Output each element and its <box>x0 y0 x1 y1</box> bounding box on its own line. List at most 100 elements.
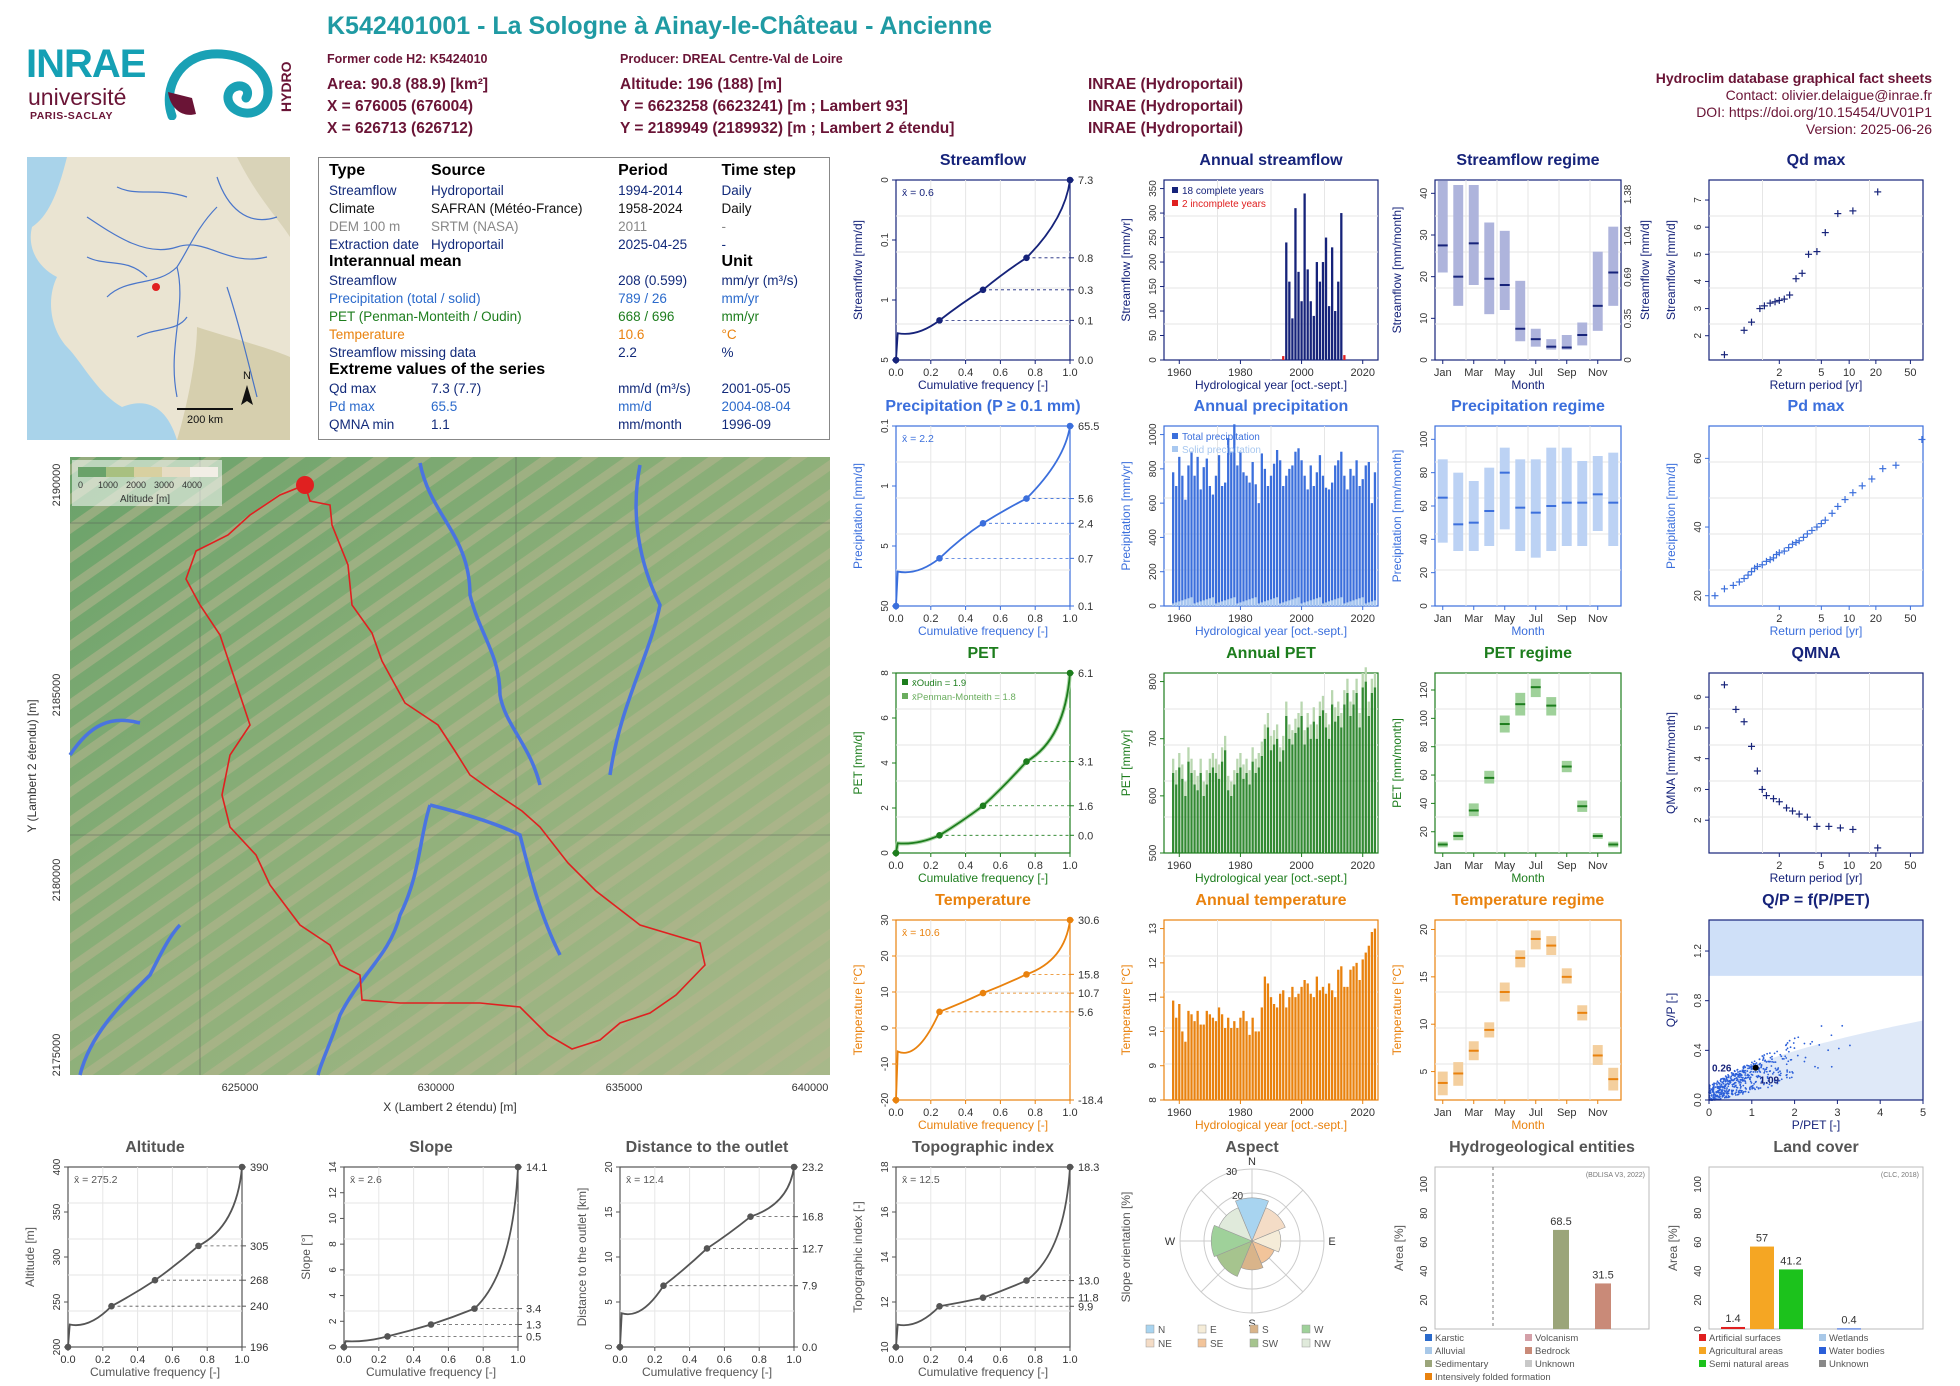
bar <box>1196 456 1199 606</box>
y-tick-label: 0.0 <box>1693 1093 1704 1107</box>
y-lambert2: Y = 2189949 (2189932) [m ; Lambert 2 éte… <box>620 120 955 137</box>
y-tick-label: 0.4 <box>1693 1043 1704 1057</box>
bar-penman <box>1315 724 1319 739</box>
y-tick-label: 60 <box>1693 1236 1704 1248</box>
qp-point <box>1765 1061 1768 1063</box>
bar <box>1248 482 1251 606</box>
x-tick-label: 0.0 <box>336 1354 351 1366</box>
bar <box>1300 301 1303 360</box>
x-axis-label: Cumulative frequency [-] <box>918 378 1048 392</box>
y-tick-label: 11 <box>1148 992 1159 1003</box>
qp-point <box>1769 1070 1772 1072</box>
qp-point <box>1732 1073 1735 1076</box>
bar <box>1223 482 1227 606</box>
qp-point <box>1785 1074 1788 1077</box>
y-axis-label: QMNA [mm/month] <box>1664 712 1678 814</box>
bar-solid <box>1327 601 1331 606</box>
legend-swatch <box>902 679 908 685</box>
bar <box>1370 503 1374 606</box>
y-tick-label: 12 <box>328 1187 339 1199</box>
qp-point <box>1754 1081 1757 1084</box>
y-tick-label: 15 <box>604 1206 615 1218</box>
bar-solid <box>1334 599 1337 606</box>
qp-point <box>1749 1078 1751 1081</box>
bar <box>1340 727 1343 853</box>
bar <box>1178 456 1181 606</box>
qp-point <box>1737 1080 1740 1083</box>
y-tick-label: 1.2 <box>1693 944 1704 958</box>
x-tick-label: Jul <box>1529 613 1543 625</box>
bar <box>1297 271 1300 360</box>
table-row: Streamflow missing data 2.2% <box>329 344 734 360</box>
qp-point <box>1786 1070 1789 1073</box>
qp-point <box>1754 1063 1757 1065</box>
bar <box>1355 962 1358 1100</box>
bar <box>1239 767 1242 853</box>
bar-penman <box>1358 713 1361 728</box>
bar-solid <box>1208 598 1212 606</box>
y-tick-label: 200 <box>1148 253 1159 270</box>
bar <box>1324 237 1328 360</box>
right-tick-label: 2.4 <box>1078 518 1093 530</box>
qp-point <box>1746 1074 1749 1077</box>
qp-mean-point <box>1752 1064 1759 1071</box>
qp-point <box>1724 1078 1726 1081</box>
y-tick-label: 0.1 <box>880 233 891 247</box>
bar <box>1230 795 1233 853</box>
bar-solid <box>1291 599 1294 606</box>
chart-title: Slope <box>409 1139 453 1156</box>
return-point <box>1760 302 1768 310</box>
return-point <box>1720 351 1728 359</box>
x-tick-label: 50 <box>1904 860 1916 872</box>
x-tick-label: 1980 <box>1228 860 1252 872</box>
table-row: QMNA min 1.1 mm/month 1996-09 <box>329 416 772 432</box>
bar-penman <box>1260 741 1263 756</box>
right-tick-label: 1.6 <box>1078 801 1093 813</box>
doi[interactable]: DOI: https://doi.org/10.15454/UV01P1 <box>1696 104 1932 120</box>
qp-point <box>1785 1043 1788 1046</box>
y-tick-label: 8 <box>1148 1097 1159 1103</box>
bar-solid <box>1275 597 1279 606</box>
qp-point <box>1727 1080 1730 1083</box>
qp-point <box>1740 1085 1742 1088</box>
y-tick-label: 800 <box>1148 460 1159 477</box>
return-point <box>1849 489 1857 497</box>
qp-point <box>1744 1069 1747 1072</box>
bar-solid <box>1300 603 1303 606</box>
qp-point <box>1735 1091 1738 1094</box>
qp-point <box>1803 1042 1806 1045</box>
annual-temperature-chart: Annual temperature Hydrological year [oct… <box>1119 892 1379 1132</box>
qp-point <box>1789 1058 1792 1061</box>
contact[interactable]: Contact: olivier.delaigue@inrae.fr <box>1725 87 1932 103</box>
y-tick-label: 250 <box>1148 229 1159 246</box>
plot-frame <box>1434 1166 1650 1330</box>
y-tick-label: 100 <box>1148 302 1159 319</box>
y-axis-label: Temperature [°C] <box>1390 965 1404 1056</box>
y-tick-label: 8 <box>328 1241 339 1247</box>
x-axis-label: Month <box>1511 871 1544 885</box>
qp-point <box>1737 1093 1740 1096</box>
legend-swatch <box>1197 1324 1207 1334</box>
bar <box>1184 1041 1187 1100</box>
bar <box>1184 499 1187 606</box>
bar-solid <box>1236 603 1239 606</box>
database-info: Hydroclim database graphical fact sheets… <box>1656 70 1932 138</box>
y2-axis-label: Streamflow [mm/d] <box>1638 220 1652 320</box>
qp-point <box>1729 1080 1731 1083</box>
legend-label: S <box>1262 1325 1269 1336</box>
y-tick-label: 20 <box>1419 567 1430 579</box>
x-axis-label: Return period [yr] <box>1770 871 1863 885</box>
qp-point <box>1767 1073 1770 1076</box>
bar-penman <box>1318 701 1322 716</box>
right-tick-label: 13.0 <box>1078 1276 1099 1288</box>
x-axis-label: Month <box>1511 378 1544 392</box>
qp-point <box>1784 1055 1787 1058</box>
bar <box>1364 681 1367 853</box>
qp-point <box>1717 1081 1720 1084</box>
qp-point <box>1736 1069 1739 1071</box>
return-point <box>1821 229 1829 237</box>
qp-point <box>1757 1068 1760 1071</box>
box <box>1468 481 1479 551</box>
x-tick-label: 2000 <box>1289 613 1313 625</box>
qp-point <box>1771 1060 1774 1063</box>
